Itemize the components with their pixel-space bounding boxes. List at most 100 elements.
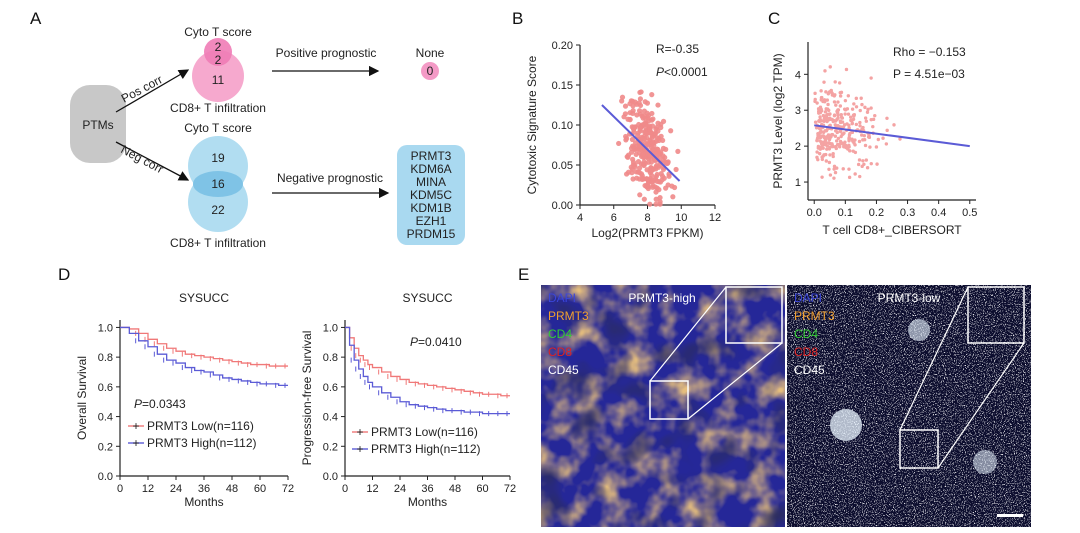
y-tick-label: 2 [795, 141, 801, 153]
scatter-point [850, 121, 854, 125]
x-tick-label: 4 [577, 212, 583, 224]
scatter-point [651, 142, 657, 149]
scatter-point [640, 115, 646, 121]
fit-line [814, 124, 970, 148]
scatter-point [871, 124, 875, 129]
scatter-point [633, 169, 639, 175]
top-overlap: 2 [215, 53, 222, 67]
top-result-label: None [416, 46, 445, 60]
scatter-point [641, 196, 647, 202]
scatter-point [623, 133, 629, 140]
top-result-circle [421, 62, 439, 80]
pos-corr-label: Pos corr [119, 72, 165, 105]
scatter-point [654, 135, 661, 141]
scatter-point [839, 115, 844, 119]
y-tick-label: 1.0 [98, 322, 113, 334]
scatter-point [832, 167, 836, 171]
stain-label: CD8 [548, 345, 572, 359]
stain-label: PRMT3 [794, 309, 835, 323]
scatter-point [628, 164, 634, 170]
scatter-point [636, 100, 642, 106]
scatter-point [858, 124, 862, 128]
scatter-point [669, 183, 675, 189]
scatter-point [675, 148, 681, 154]
scatter-point [862, 133, 867, 138]
scatter-point [839, 113, 843, 117]
scatter-point [813, 120, 818, 124]
scatter-point [631, 124, 637, 130]
scatter-point [630, 159, 637, 165]
scatter-point [827, 141, 831, 145]
scatter-point [636, 108, 643, 114]
km-curve [120, 326, 288, 367]
stain-label: CD45 [548, 363, 579, 377]
scatter-point [834, 139, 839, 143]
km-curve [120, 326, 288, 387]
scatter-point [644, 110, 650, 116]
y-tick-label: 0.8 [98, 352, 113, 364]
scatter-point [636, 165, 643, 171]
scatter-point [673, 166, 679, 173]
scatter-point [627, 116, 633, 123]
scatter-point [660, 137, 666, 144]
scatter-point [662, 154, 668, 161]
scatter-point [822, 80, 826, 84]
scatter-point [871, 117, 876, 122]
scatter-point [823, 69, 827, 73]
top-cd8-only: 11 [212, 73, 225, 87]
y-tick-label: 0.15 [552, 80, 573, 92]
scatter-point [850, 137, 854, 141]
scatter-point [648, 155, 654, 161]
scatter-point [644, 130, 650, 137]
y-tick-label: 0.6 [98, 382, 113, 394]
x-tick-label: 0.0 [807, 207, 822, 219]
scatter-point [847, 133, 852, 137]
y-axis-label: Progression-free Survival [300, 331, 314, 466]
y-tick-label: 0.4 [323, 412, 338, 424]
panel-b-letter: B [512, 9, 523, 28]
scatter-point [818, 139, 822, 143]
panel-d-letter: D [58, 265, 70, 284]
x-tick-label: 8 [644, 212, 650, 224]
scatter-point [816, 109, 821, 114]
scatter-point [670, 194, 676, 200]
scatter-point [841, 167, 845, 171]
scatter-point [833, 93, 837, 97]
bottom-cd8-only: 22 [211, 203, 225, 217]
rho-annotation: Rho = −0.153 [893, 45, 966, 59]
scatter-point [825, 144, 829, 148]
y-axis-label: Overall Survival [75, 356, 89, 440]
scatter-point [832, 164, 837, 169]
chart-b: 4 6 8 10 12 0.00 0.05 0.10 0.15 0.20 Log2(PRMT3 FP… [525, 40, 721, 240]
scatter-point [867, 135, 872, 140]
scatter-point [653, 166, 659, 172]
scatter-point [628, 145, 635, 151]
scatter-point [835, 117, 839, 122]
scatter-point [831, 152, 835, 156]
scatter-point [825, 98, 830, 102]
gene-label: EZH1 [416, 214, 447, 228]
scatter-point [859, 96, 863, 100]
top-result-value: 0 [427, 64, 434, 78]
y-tick-label: 0.10 [552, 120, 573, 132]
scatter-point [843, 140, 847, 144]
scatter-point [848, 149, 852, 153]
scatter-point [827, 90, 832, 94]
scatter-point [633, 151, 639, 158]
scatter-point [660, 118, 667, 125]
scatter-point [853, 172, 857, 176]
km-title: SYSUCC [402, 291, 452, 305]
legend-marker: + [132, 419, 139, 433]
scatter-point [881, 136, 885, 140]
x-axis-label: Months [408, 495, 447, 509]
scatter-point [852, 113, 857, 117]
ptms-box [70, 85, 126, 163]
scatter-point [863, 143, 868, 148]
scatter-point [865, 110, 870, 114]
scatter-point [649, 110, 655, 117]
y-tick-label: 0.05 [552, 160, 573, 172]
scatter-point [813, 91, 817, 96]
scatter-point [854, 122, 859, 127]
bottom-overlap-area [193, 171, 243, 197]
